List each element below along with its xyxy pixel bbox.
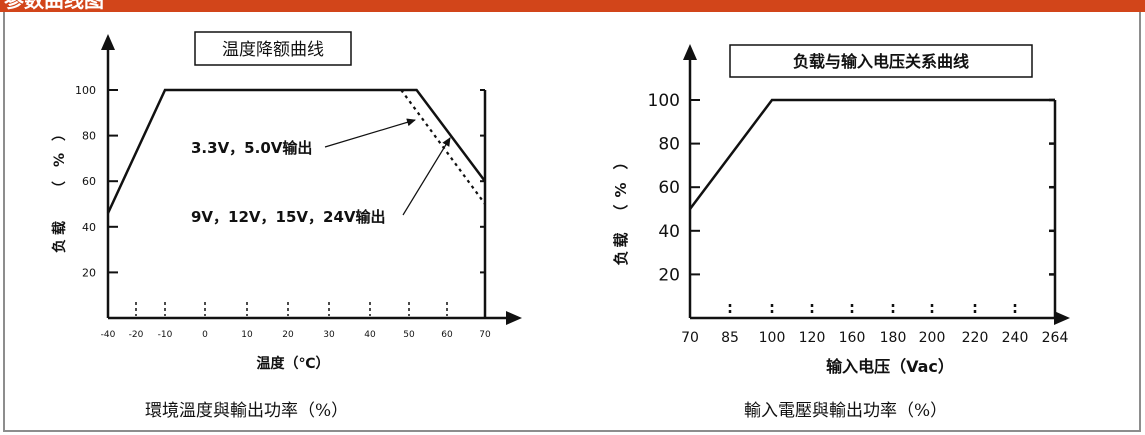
- chart1-x-label: 温度（℃）: [257, 355, 330, 372]
- chart1-x-tick-label: 70: [479, 330, 491, 340]
- chart2-x-tick-label: 264: [1042, 330, 1069, 346]
- chart1-x-tick-label: 40: [364, 330, 376, 340]
- chart1-series-2: [400, 89, 486, 205]
- chart1-x-tick-label: 50: [403, 330, 415, 340]
- chart2-y-label-char: （: [612, 204, 630, 219]
- content-frame: [3, 12, 1141, 432]
- chart2-series-1: [689, 98, 1055, 210]
- chart1-x-tick-label: 60: [441, 330, 453, 340]
- chart1-x-tick-label: 0: [202, 330, 208, 340]
- chart1-y-tick-label: 20: [82, 266, 96, 279]
- header-title: 参数曲线图: [4, 0, 104, 12]
- chart2-caption: 輸入電壓與輸出功率（%）: [744, 401, 948, 421]
- chart1-annotation-high-voltage: 9V，12V，15V，24V输出: [191, 208, 386, 226]
- chart1-x-tick-label: -20: [129, 330, 144, 340]
- chart1-annotation-arrow-1: [324, 118, 416, 148]
- chart2-x-tick-label: 120: [799, 330, 826, 346]
- chart1-y-tick-label: 100: [75, 84, 96, 97]
- chart2-y-tick-label: 100: [648, 91, 680, 111]
- chart1-y-label-char: （: [52, 181, 68, 195]
- chart2-y-tick-label: 20: [658, 265, 680, 285]
- chart1-x-tick-label: 30: [323, 330, 335, 340]
- chart1-title-box: [194, 31, 352, 66]
- chart1-x-tick-label: 20: [282, 330, 294, 340]
- chart2-y-tick-label: 40: [658, 222, 680, 242]
- chart1-y-label-char: 负: [51, 239, 68, 253]
- temperature-derating-chart: 温度降额曲线 20 40 60 80 100 -40 -20 -10 0 10 20 30 40 50 6…: [51, 31, 522, 372]
- chart1-x-tick-label: -40: [101, 330, 116, 340]
- chart2-x-tick-label: 220: [962, 330, 989, 346]
- chart1-x-axis-arrow: [506, 311, 522, 325]
- chart1-annotation-arrow-2: [402, 137, 451, 216]
- chart1-x-tick-label: -10: [158, 330, 173, 340]
- chart2-x-axis-arrow: [1054, 311, 1070, 325]
- chart2-y-label-char: 负: [612, 250, 630, 265]
- chart1-title: 温度降额曲线: [222, 40, 324, 60]
- chart2-x-tick-label: 85: [721, 330, 739, 346]
- chart1-y-tick-label: 60: [82, 175, 96, 188]
- header-bar: 参数曲线图: [0, 0, 1145, 12]
- chart1-y-tick-label: 80: [82, 130, 96, 143]
- chart2-y-axis-arrow: [683, 44, 697, 60]
- chart2-x-tick-label: 200: [919, 330, 946, 346]
- chart1-x-tick-label: 10: [241, 330, 253, 340]
- chart2-y-label-char: %: [612, 182, 630, 197]
- chart1-y-tick-label: 40: [82, 221, 96, 234]
- chart2-y-tick-label: 60: [658, 178, 680, 198]
- chart2-x-tick-label: 70: [681, 330, 699, 346]
- chart1-y-axis-arrow: [101, 34, 115, 50]
- chart2-x-tick-label: 100: [759, 330, 786, 346]
- chart1-y-label-char: 载: [51, 221, 68, 235]
- chart2-y-label-char: 载: [612, 232, 630, 247]
- chart1-series-1: [106, 88, 487, 214]
- chart2-x-label: 输入电压（Vac）: [826, 357, 954, 376]
- input-voltage-chart: 负载与输入电压关系曲线 20 40 60 80 100 70 85 100 120 160 180…: [612, 44, 1070, 376]
- chart2-title: 负载与输入电压关系曲线: [793, 52, 969, 71]
- chart1-y-label-char: %: [52, 153, 68, 167]
- chart1-caption: 環境溫度與輸出功率（%）: [145, 401, 349, 421]
- chart2-x-tick-label: 180: [880, 330, 907, 346]
- chart2-title-box: [729, 44, 1033, 78]
- chart1-y-label-char: ）: [52, 127, 68, 141]
- chart2-y-tick-label: 80: [658, 135, 680, 155]
- chart2-x-tick-label: 160: [839, 330, 866, 346]
- chart2-y-label-char: ）: [612, 154, 630, 169]
- chart2-x-tick-label: 240: [1002, 330, 1029, 346]
- chart1-annotation-low-voltage: 3.3V，5.0V输出: [191, 139, 312, 157]
